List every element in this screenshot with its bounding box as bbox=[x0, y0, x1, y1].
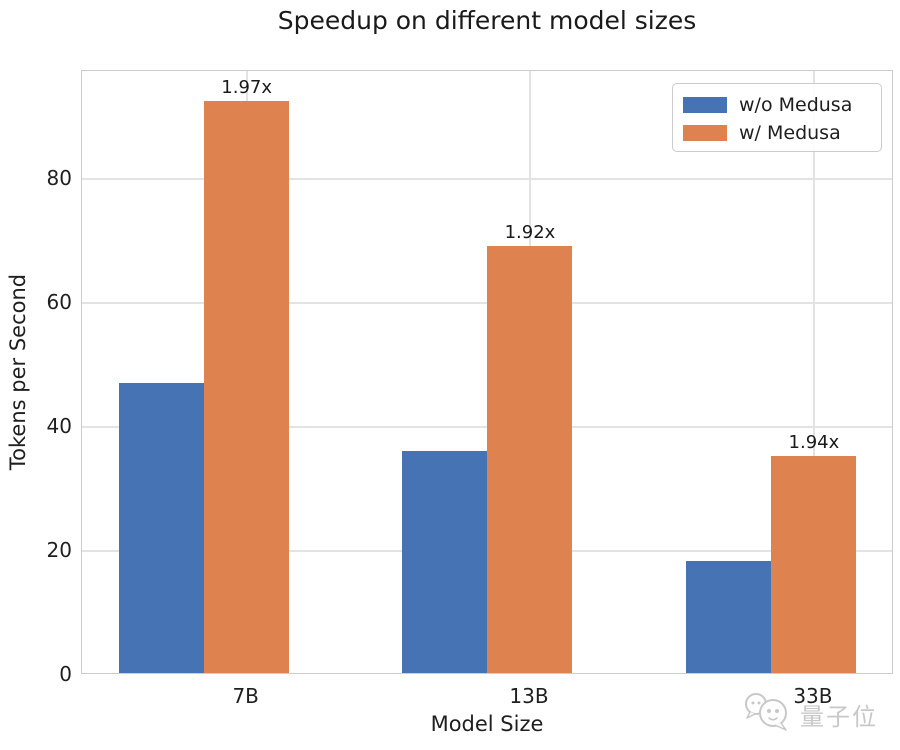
legend-label: w/o Medusa bbox=[739, 94, 853, 116]
x-tick-label: 33B bbox=[793, 684, 833, 708]
chart-title: Speedup on different model sizes bbox=[277, 6, 697, 35]
legend-label: w/ Medusa bbox=[739, 122, 841, 144]
bar-7b-without-medusa bbox=[119, 382, 205, 673]
watermark: 量子位 bbox=[742, 690, 878, 738]
speedup-annotation: 1.97x bbox=[221, 77, 273, 99]
bar-13b-with-medusa bbox=[487, 246, 573, 673]
bar-33b-with-medusa bbox=[771, 455, 857, 673]
gridline-horizontal bbox=[82, 425, 892, 428]
y-tick-label: 40 bbox=[46, 413, 72, 438]
legend: w/o Medusa w/ Medusa bbox=[672, 83, 882, 152]
x-axis-label: Model Size bbox=[430, 712, 544, 736]
legend-item-with-medusa: w/ Medusa bbox=[683, 119, 881, 147]
x-tick-label: 13B bbox=[509, 684, 549, 708]
y-tick-label: 60 bbox=[46, 289, 72, 314]
legend-swatch-blue bbox=[683, 97, 727, 113]
qbitai-logo-icon bbox=[742, 690, 794, 738]
bar-13b-without-medusa bbox=[402, 451, 488, 673]
gridline-vertical bbox=[812, 71, 815, 673]
x-tick-label: 7B bbox=[232, 684, 259, 708]
y-tick-label: 80 bbox=[46, 165, 72, 190]
y-tick-label: 20 bbox=[46, 537, 72, 562]
watermark-text: 量子位 bbox=[800, 702, 878, 731]
gridline-horizontal bbox=[82, 177, 892, 180]
legend-swatch-orange bbox=[683, 125, 727, 141]
bar-33b-without-medusa bbox=[686, 561, 772, 673]
speedup-annotation: 1.92x bbox=[504, 222, 556, 244]
legend-item-without-medusa: w/o Medusa bbox=[683, 91, 881, 119]
gridline-horizontal bbox=[82, 301, 892, 304]
y-tick-label: 0 bbox=[59, 662, 72, 686]
plot-area: 1.97x 1.92x 1.94x bbox=[81, 70, 893, 674]
bar-7b-with-medusa bbox=[204, 101, 290, 673]
speedup-annotation: 1.94x bbox=[788, 431, 840, 453]
